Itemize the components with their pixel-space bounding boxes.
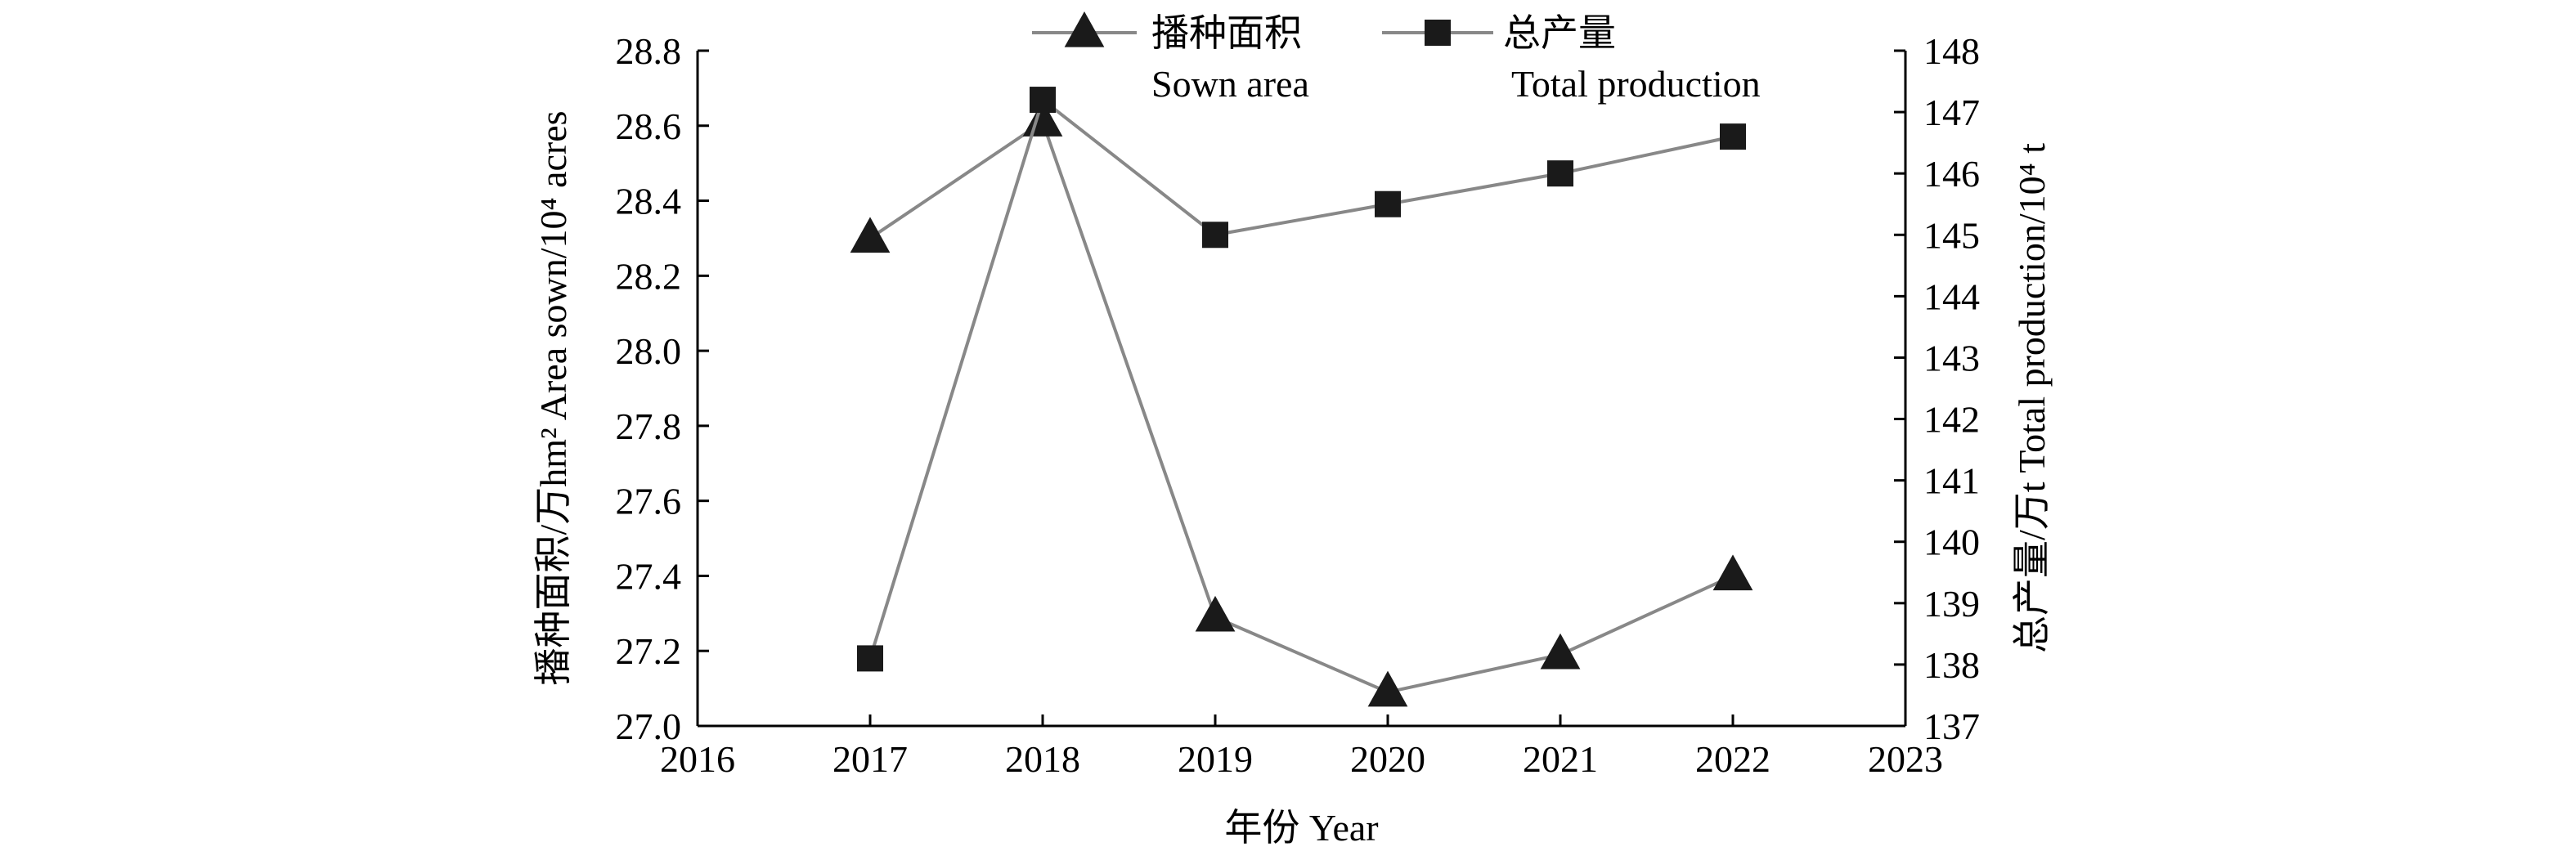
y-right-tick-label: 146 <box>1923 153 1980 195</box>
x-tick-label: 2023 <box>1868 738 1943 780</box>
data-point-triangle <box>1712 554 1753 591</box>
y-right-tick-label: 147 <box>1923 92 1980 133</box>
y-right-tick-label: 143 <box>1923 337 1980 378</box>
legend-triangle-marker <box>1064 11 1105 47</box>
x-tick-label: 2021 <box>1523 738 1598 780</box>
y-right-tick-label: 139 <box>1923 583 1980 625</box>
y-left-tick-label: 28.0 <box>616 330 682 372</box>
legend: 播种面积 Sown area 总产量 Total production <box>1032 11 1761 105</box>
data-point-square <box>1547 160 1573 187</box>
y-right-tick-label: 142 <box>1923 399 1980 441</box>
data-point-square <box>1375 190 1401 217</box>
x-axis-title: 年份 Year <box>1224 807 1378 849</box>
series-layer <box>850 87 1753 707</box>
x-tick-label: 2022 <box>1695 738 1770 780</box>
y-left-tick-label: 28.8 <box>616 30 682 72</box>
legend-label-sown-area-cn: 播种面积 <box>1151 12 1302 54</box>
data-point-triangle <box>850 217 891 253</box>
legend-label-sown-area-en: Sown area <box>1151 63 1309 105</box>
legend-label-total-production-en: Total production <box>1511 63 1761 105</box>
y-left-tick-label: 27.4 <box>616 555 682 597</box>
series-line-total-production <box>868 96 1734 659</box>
series-line-sown-area <box>868 119 1734 694</box>
plot-frame <box>696 51 1907 728</box>
y-left-tick-label: 27.2 <box>616 630 682 672</box>
x-tick-label: 2018 <box>1005 738 1080 780</box>
series-total-production <box>857 87 1746 672</box>
y-right-tick-label: 140 <box>1923 522 1980 563</box>
legend-label-total-production-cn: 总产量 <box>1503 12 1616 54</box>
y-left-tick-label: 27.8 <box>616 405 682 447</box>
y-right-axis-title: 总产量/万t Total production/10⁴ t <box>2011 143 2053 653</box>
y-right-tick-label: 137 <box>1923 705 1980 747</box>
data-point-square <box>1720 123 1746 150</box>
y-right-tick-label: 138 <box>1923 644 1980 686</box>
x-tick-label: 2020 <box>1350 738 1425 780</box>
y-left-tick-label: 28.4 <box>616 181 682 222</box>
data-point-triangle <box>1195 595 1236 632</box>
y-right-axis-ticks: 137 138 139 140 141 142 143 144 145 146 147 148 <box>1894 30 1980 747</box>
data-point-square <box>857 645 883 672</box>
legend-item-total-production: 总产量 Total production <box>1382 12 1761 105</box>
data-point-square <box>1202 222 1228 249</box>
y-right-tick-label: 145 <box>1923 214 1980 256</box>
y-right-tick-label: 144 <box>1923 275 1980 317</box>
data-point-triangle <box>1367 670 1408 707</box>
legend-item-sown-area: 播种面积 Sown area <box>1032 11 1309 105</box>
y-left-tick-label: 27.0 <box>616 705 682 747</box>
y-left-tick-label: 28.2 <box>616 255 682 297</box>
y-left-tick-label: 27.6 <box>616 481 682 522</box>
data-point-square <box>1030 87 1056 114</box>
y-right-tick-label: 141 <box>1923 460 1980 502</box>
x-tick-label: 2017 <box>832 738 908 780</box>
data-point-triangle <box>1540 633 1581 670</box>
x-axis-ticks: 2016 2017 2018 2019 2020 2021 2022 2023 <box>660 714 1943 780</box>
y-left-tick-label: 28.6 <box>616 105 682 147</box>
legend-square-marker <box>1425 20 1451 46</box>
x-tick-label: 2016 <box>660 738 735 780</box>
x-tick-label: 2019 <box>1178 738 1253 780</box>
series-sown-area <box>850 101 1753 707</box>
y-right-tick-label: 148 <box>1923 30 1980 72</box>
y-left-axis-ticks: 27.0 27.2 27.4 27.6 27.8 28.0 28.2 28.4 28.6 28.8 <box>616 30 709 747</box>
y-left-axis-title: 播种面积/万hm² Area sown/10⁴ acres <box>532 110 574 685</box>
